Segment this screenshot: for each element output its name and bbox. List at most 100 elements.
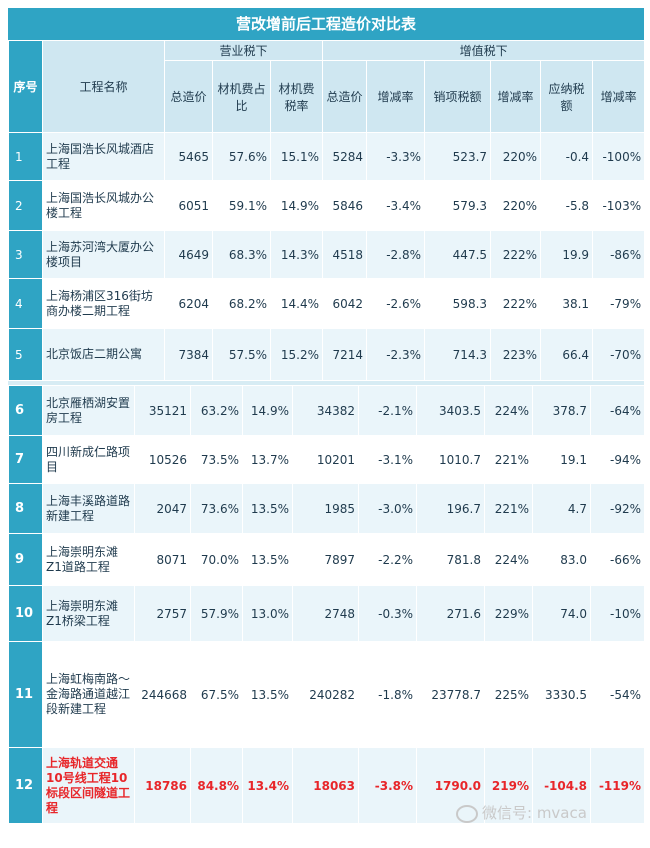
row-seq: 12 (8, 747, 43, 824)
cell-rate: 15.2% (269, 328, 324, 381)
cell-payable: 19.1 (532, 435, 591, 484)
table-row: 12 上海轨道交通10号线工程10标段区间隧道工程 18786 84.8% 13.4% 1… (8, 747, 645, 824)
cell-total: 10526 (134, 435, 191, 484)
row-seq: 4 (8, 278, 43, 329)
cell-rate: 14.9% (242, 385, 293, 436)
row-seq: 11 (8, 641, 43, 748)
cell-ratio: 57.5% (212, 328, 271, 381)
header-after-output-tax: 销项税额 (424, 60, 492, 133)
cell-rate: 13.4% (242, 747, 293, 824)
cell-output-tax: 447.5 (424, 230, 492, 279)
table-row: 10 上海崇明东滩Z1桥梁工程 2757 57.9% 13.0% 2748 -0.3% 271… (8, 585, 645, 642)
row-project-name: 上海丰溪路道路新建工程 (42, 483, 135, 534)
cell-total: 35121 (134, 385, 191, 436)
cell-vat-total: 2748 (292, 585, 359, 642)
row-project-name: 四川新成仁路项目 (42, 435, 135, 484)
table-title: 营改增前后工程造价对比表 (8, 8, 644, 40)
cell-vat-total: 18063 (292, 747, 359, 824)
cell-vat-total: 34382 (292, 385, 359, 436)
cell-output-tax: 523.7 (424, 132, 492, 181)
cell-chg2: 219% (484, 747, 533, 824)
cell-chg3: -79% (592, 278, 646, 329)
row-project-name: 上海国浩长风城酒店工程 (42, 132, 165, 181)
row-project-name: 北京饭店二期公寓 (42, 328, 165, 381)
cell-payable: -5.8 (540, 180, 594, 231)
cell-chg1: -2.1% (358, 385, 417, 436)
cell-ratio: 63.2% (190, 385, 243, 436)
row-seq: 8 (8, 483, 43, 534)
cell-chg3: -70% (592, 328, 646, 381)
cell-rate: 14.9% (269, 180, 324, 231)
header-after-chg2: 增减率 (490, 60, 542, 133)
watermark-text: 微信号: mvaca (482, 804, 587, 822)
cell-chg1: -2.8% (366, 230, 426, 279)
row-seq: 6 (8, 385, 43, 436)
cell-ratio: 84.8% (190, 747, 243, 824)
cell-payable: 38.1 (540, 278, 594, 329)
cell-output-tax: 781.8 (416, 533, 485, 586)
cell-total: 7384 (164, 328, 213, 381)
table-row: 4 上海杨浦区316街坊商办楼二期工程 6204 68.2% 14.4% 6042 -2.6… (8, 278, 646, 329)
cell-ratio: 70.0% (190, 533, 243, 586)
row-seq: 5 (8, 328, 43, 381)
cell-rate: 14.4% (269, 278, 324, 329)
header-after-total: 总造价 (322, 60, 368, 133)
row-seq: 10 (8, 585, 43, 642)
cell-chg1: -3.3% (366, 132, 426, 181)
cell-total: 18786 (134, 747, 191, 824)
cell-chg1: -2.6% (366, 278, 426, 329)
cell-chg3: -103% (592, 180, 646, 231)
table-row: 11 上海虹梅南路～金海路通道越江段新建工程 244668 67.5% 13.5% 240… (8, 641, 645, 748)
comparison-sheet: 营改增前后工程造价对比表 序号 工程名称 营业税下 增值税下 总造价 材机费占比… (8, 8, 646, 824)
cell-chg2: 225% (484, 641, 533, 748)
cell-chg1: -3.4% (366, 180, 426, 231)
cell-chg2: 229% (484, 585, 533, 642)
row-seq: 2 (8, 180, 43, 231)
cell-ratio: 57.9% (190, 585, 243, 642)
cell-vat-total: 240282 (292, 641, 359, 748)
cell-chg1: -0.3% (358, 585, 417, 642)
cell-chg2: 224% (484, 385, 533, 436)
cell-vat-total: 4518 (322, 230, 368, 279)
cell-rate: 13.5% (242, 641, 293, 748)
cell-output-tax: 196.7 (416, 483, 485, 534)
header-after-chg1: 增减率 (366, 60, 426, 133)
cell-ratio: 73.5% (190, 435, 243, 484)
cell-ratio: 57.6% (212, 132, 271, 181)
table-row: 2 上海国浩长风城办公楼工程 6051 59.1% 14.9% 5846 -3.4% 579.… (8, 180, 646, 231)
cell-vat-total: 5846 (322, 180, 368, 231)
header-name: 工程名称 (42, 40, 165, 133)
cell-output-tax: 23778.7 (416, 641, 485, 748)
header-group-after: 增值税下 (322, 40, 646, 61)
row-seq: 7 (8, 435, 43, 484)
cell-output-tax: 1010.7 (416, 435, 485, 484)
cell-total: 6204 (164, 278, 213, 329)
cell-rate: 13.5% (242, 483, 293, 534)
cell-chg2: 224% (484, 533, 533, 586)
cell-chg3: -100% (592, 132, 646, 181)
table-bottom: 6 北京雁栖湖安置房工程 35121 63.2% 14.9% 34382 -2.1% 3403… (8, 385, 645, 824)
row-project-name: 上海国浩长风城办公楼工程 (42, 180, 165, 231)
cell-vat-total: 7897 (292, 533, 359, 586)
cell-chg3: -64% (590, 385, 645, 436)
cell-chg3: -10% (590, 585, 645, 642)
cell-chg3: -86% (592, 230, 646, 279)
watermark: 微信号: mvaca (456, 802, 587, 823)
table-row: 3 上海苏河湾大厦办公楼项目 4649 68.3% 14.3% 4518 -2.8% 447.… (8, 230, 646, 279)
cell-vat-total: 7214 (322, 328, 368, 381)
cell-rate: 14.3% (269, 230, 324, 279)
cell-ratio: 68.2% (212, 278, 271, 329)
cell-chg2: 220% (490, 180, 542, 231)
cell-chg3: -92% (590, 483, 645, 534)
row-project-name: 北京雁栖湖安置房工程 (42, 385, 135, 436)
cell-vat-total: 6042 (322, 278, 368, 329)
cell-vat-total: 5284 (322, 132, 368, 181)
cell-chg1: -3.8% (358, 747, 417, 824)
cell-chg1: -3.0% (358, 483, 417, 534)
cell-chg1: -2.3% (366, 328, 426, 381)
cell-chg3: -66% (590, 533, 645, 586)
row-project-name: 上海崇明东滩Z1桥梁工程 (42, 585, 135, 642)
cell-chg2: 220% (490, 132, 542, 181)
cell-chg1: -3.1% (358, 435, 417, 484)
cell-chg1: -2.2% (358, 533, 417, 586)
